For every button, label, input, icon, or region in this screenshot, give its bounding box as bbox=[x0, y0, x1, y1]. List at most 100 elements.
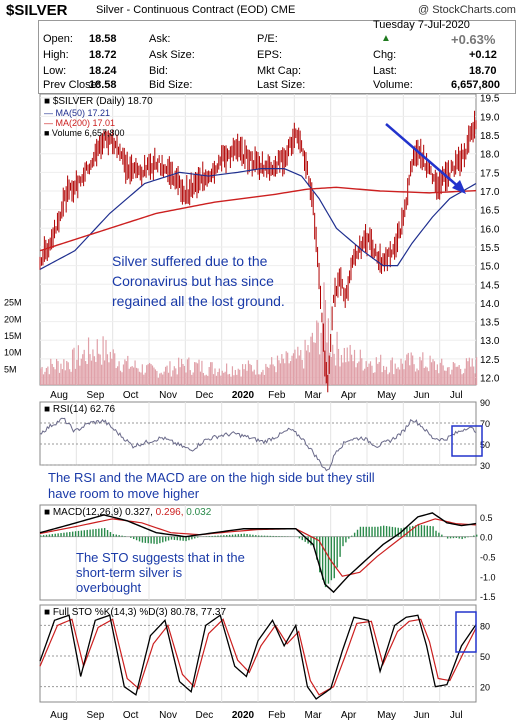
volume-bar bbox=[332, 344, 334, 385]
volume-bar bbox=[201, 360, 203, 385]
macd-hist-bar bbox=[220, 535, 222, 537]
volume-bar bbox=[205, 374, 207, 385]
macd-hist-bar bbox=[324, 536, 327, 588]
volume-bar bbox=[462, 373, 465, 385]
volume-bar bbox=[398, 369, 401, 385]
sto-x-tick: Feb bbox=[268, 710, 286, 721]
macd-hist-bar bbox=[449, 536, 452, 539]
high-label: High: bbox=[43, 49, 69, 61]
volume-bar bbox=[85, 361, 87, 385]
volume-bar bbox=[202, 372, 204, 385]
open-label: Open: bbox=[43, 33, 73, 45]
volume-bar bbox=[311, 332, 313, 385]
volume-bar bbox=[266, 366, 268, 385]
volume-bar bbox=[236, 374, 238, 385]
volume-y-tick: 15M bbox=[4, 331, 22, 341]
sto-k-line bbox=[39, 614, 477, 700]
stockcharts-brand[interactable]: @ StockCharts.com bbox=[418, 4, 516, 16]
volume-bar bbox=[231, 366, 234, 385]
volume-bar bbox=[151, 365, 154, 385]
volume-bar bbox=[250, 365, 252, 385]
volume-bar bbox=[375, 357, 377, 385]
volume-bar bbox=[310, 336, 312, 385]
price-x-tick: Oct bbox=[123, 390, 139, 401]
volume-bar bbox=[371, 365, 373, 385]
volume-bar bbox=[291, 355, 293, 385]
macd-hist-bar bbox=[385, 526, 388, 537]
volume-bar bbox=[256, 359, 258, 385]
volume-bar bbox=[476, 357, 478, 385]
sto-x-tick: Sep bbox=[87, 710, 105, 721]
macd-hist-bar bbox=[339, 536, 341, 557]
rsi-line bbox=[39, 417, 477, 472]
macd-hist-bar bbox=[54, 533, 56, 537]
volume-bar bbox=[105, 340, 107, 385]
macd-hist-bar bbox=[272, 535, 274, 537]
volume-bar bbox=[103, 360, 106, 385]
macd-hist-bar bbox=[86, 529, 88, 537]
volume-bar bbox=[86, 363, 88, 385]
rsi-annotation: have room to move higher bbox=[48, 486, 200, 501]
volume-bar bbox=[121, 372, 123, 385]
macd-hist-bar bbox=[316, 536, 318, 560]
sto-x-tick: Aug bbox=[50, 710, 68, 721]
volume-bar bbox=[64, 370, 66, 385]
macd-hist-bar bbox=[348, 536, 350, 539]
volume-bar bbox=[361, 358, 363, 385]
volume-bar bbox=[272, 364, 274, 385]
volume-bar bbox=[426, 367, 428, 385]
macd-hist-bar bbox=[438, 532, 440, 537]
macd-hist-bar bbox=[51, 534, 54, 537]
macd-hist-bar bbox=[83, 530, 85, 537]
macd-hist-bar bbox=[353, 532, 356, 537]
volume-bar bbox=[377, 363, 379, 385]
macd-hist-bar bbox=[214, 535, 216, 537]
price-y-tick: 19.0 bbox=[480, 112, 500, 123]
volume-bar bbox=[436, 364, 438, 385]
volume-bar bbox=[156, 370, 158, 385]
volume-bar bbox=[362, 370, 364, 385]
volume-bar bbox=[473, 366, 475, 385]
volume-bar bbox=[429, 355, 431, 385]
macd-hist-bar bbox=[98, 528, 100, 537]
macd-hist-bar bbox=[45, 534, 48, 537]
volume-bar bbox=[240, 376, 242, 385]
signal-legend-value: 0.296, bbox=[156, 507, 187, 518]
macd-hist-bar bbox=[176, 536, 179, 541]
volume-bar bbox=[342, 362, 344, 385]
macd-hist-bar bbox=[467, 536, 469, 538]
macd-hist-bar bbox=[179, 536, 181, 541]
price-y-tick: 14.0 bbox=[480, 299, 500, 310]
price-x-tick: Feb bbox=[268, 390, 286, 401]
macd-hist-bar bbox=[345, 536, 347, 543]
macd-hist-bar bbox=[133, 536, 135, 540]
volume-bar bbox=[134, 360, 136, 385]
last-size-label: Last Size: bbox=[257, 79, 306, 91]
volume-bar bbox=[210, 362, 212, 385]
macd-hist-bar bbox=[109, 532, 112, 537]
sto-y-tick: 20 bbox=[480, 683, 490, 693]
macd-hist-bar bbox=[359, 526, 362, 537]
volume-bar bbox=[223, 372, 225, 385]
macd-hist-bar bbox=[412, 525, 414, 537]
volume-bar bbox=[194, 362, 196, 385]
macd-hist-bar bbox=[77, 530, 80, 537]
price-x-tick: Aug bbox=[50, 390, 68, 401]
volume-bar bbox=[180, 358, 183, 385]
volume-bar bbox=[313, 342, 315, 385]
macd-hist-bar bbox=[92, 529, 94, 537]
volume-bar bbox=[298, 355, 300, 385]
volume-bar bbox=[67, 362, 69, 385]
sto-x-tick: Oct bbox=[123, 710, 139, 721]
volume-bar bbox=[176, 374, 178, 385]
volume-bar bbox=[63, 359, 65, 385]
macd-hist-bar bbox=[115, 534, 117, 537]
volume-bar bbox=[224, 371, 226, 385]
volume-bar bbox=[349, 344, 351, 385]
macd-hist-bar bbox=[112, 534, 115, 537]
volume-bar bbox=[163, 371, 165, 385]
volume-bar bbox=[276, 355, 279, 385]
volume-bar bbox=[348, 361, 350, 385]
volume-bar bbox=[423, 367, 425, 385]
volume-bar bbox=[208, 367, 210, 385]
